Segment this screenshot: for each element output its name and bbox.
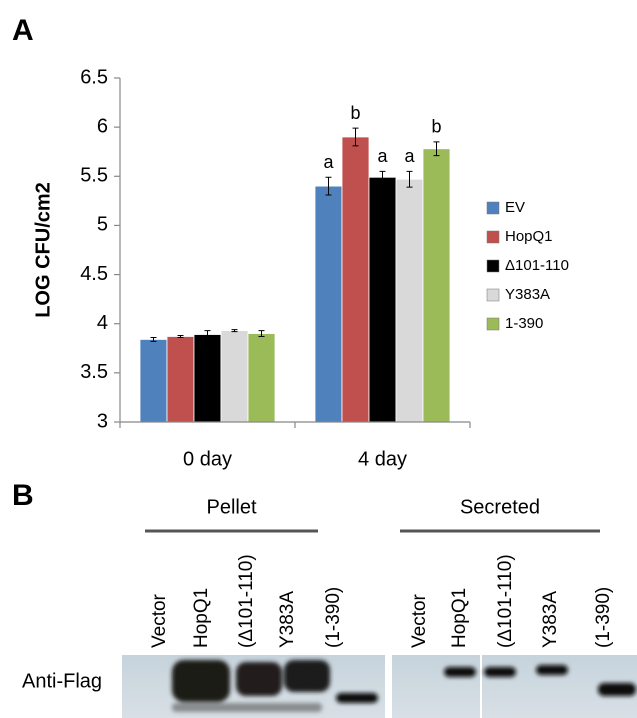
lane-label: Vector — [149, 593, 170, 648]
x-tick-label: 4 day — [358, 448, 407, 470]
bar — [248, 334, 275, 422]
panel-label: B — [12, 479, 34, 512]
y-tick-label: 3.5 — [80, 361, 108, 383]
bar — [140, 339, 167, 422]
y-tick-label: 5.5 — [80, 165, 108, 187]
band — [172, 660, 230, 702]
lane-label: HopQ1 — [449, 588, 470, 648]
legend-swatch — [487, 231, 499, 243]
x-tick-label: 0 day — [183, 448, 232, 470]
legend-swatch — [487, 318, 499, 330]
y-tick-label: 4.5 — [80, 263, 108, 285]
legend-swatch — [487, 202, 499, 214]
legend-swatch — [487, 260, 499, 272]
y-axis-title: LOG CFU/cm2 — [32, 182, 54, 318]
y-tick-label: 3 — [97, 410, 108, 432]
lane-label: Y383A — [540, 591, 561, 648]
legend-label: Δ101-110 — [505, 257, 569, 274]
band — [484, 667, 516, 677]
group-label: Secreted — [460, 496, 540, 518]
lane-label: (1-390) — [323, 587, 344, 648]
bar — [221, 331, 248, 422]
band — [536, 665, 568, 675]
lane-label: (1-390) — [593, 587, 614, 648]
bar — [167, 336, 194, 422]
significance-label: b — [350, 103, 360, 123]
bar — [396, 179, 423, 422]
lane-label: Y383A — [277, 591, 298, 648]
band — [172, 703, 322, 712]
legend-label: HopQ1 — [505, 228, 553, 245]
lane-label: HopQ1 — [191, 588, 212, 648]
lane-label: (Δ101-110) — [495, 554, 516, 648]
group-label: Pellet — [206, 496, 256, 518]
band — [444, 667, 476, 677]
band — [598, 683, 636, 696]
lane-label: Vector — [409, 593, 430, 648]
y-tick-label: 4 — [97, 312, 108, 334]
band — [336, 693, 378, 703]
lane-label: (Δ101-110) — [236, 554, 257, 648]
band — [236, 662, 282, 696]
legend-label: Y383A — [505, 286, 550, 303]
bar — [369, 177, 396, 422]
band — [284, 660, 330, 692]
significance-label: a — [404, 146, 415, 166]
significance-label: a — [323, 152, 334, 172]
legend-swatch — [487, 289, 499, 301]
page: {"chart_data": {"type": "bar", "panel_la… — [0, 0, 637, 718]
significance-label: b — [431, 117, 441, 137]
figure: A LOG CFU/cm2 B Anti-Flag 3 3.5 4 4.5 5 5.5 6 6… — [0, 0, 637, 718]
bar — [315, 186, 342, 422]
y-tick-label: 6 — [97, 115, 108, 137]
bar — [423, 149, 450, 422]
panel-label: A — [12, 14, 34, 47]
legend-label: EV — [505, 199, 525, 216]
y-tick-label: 6.5 — [80, 66, 108, 88]
y-tick-label: 5 — [97, 214, 108, 236]
legend-label: 1-390 — [505, 315, 543, 332]
row-label: Anti-Flag — [22, 670, 102, 692]
bar — [342, 137, 369, 422]
significance-label: a — [377, 146, 388, 166]
bar — [194, 335, 221, 422]
